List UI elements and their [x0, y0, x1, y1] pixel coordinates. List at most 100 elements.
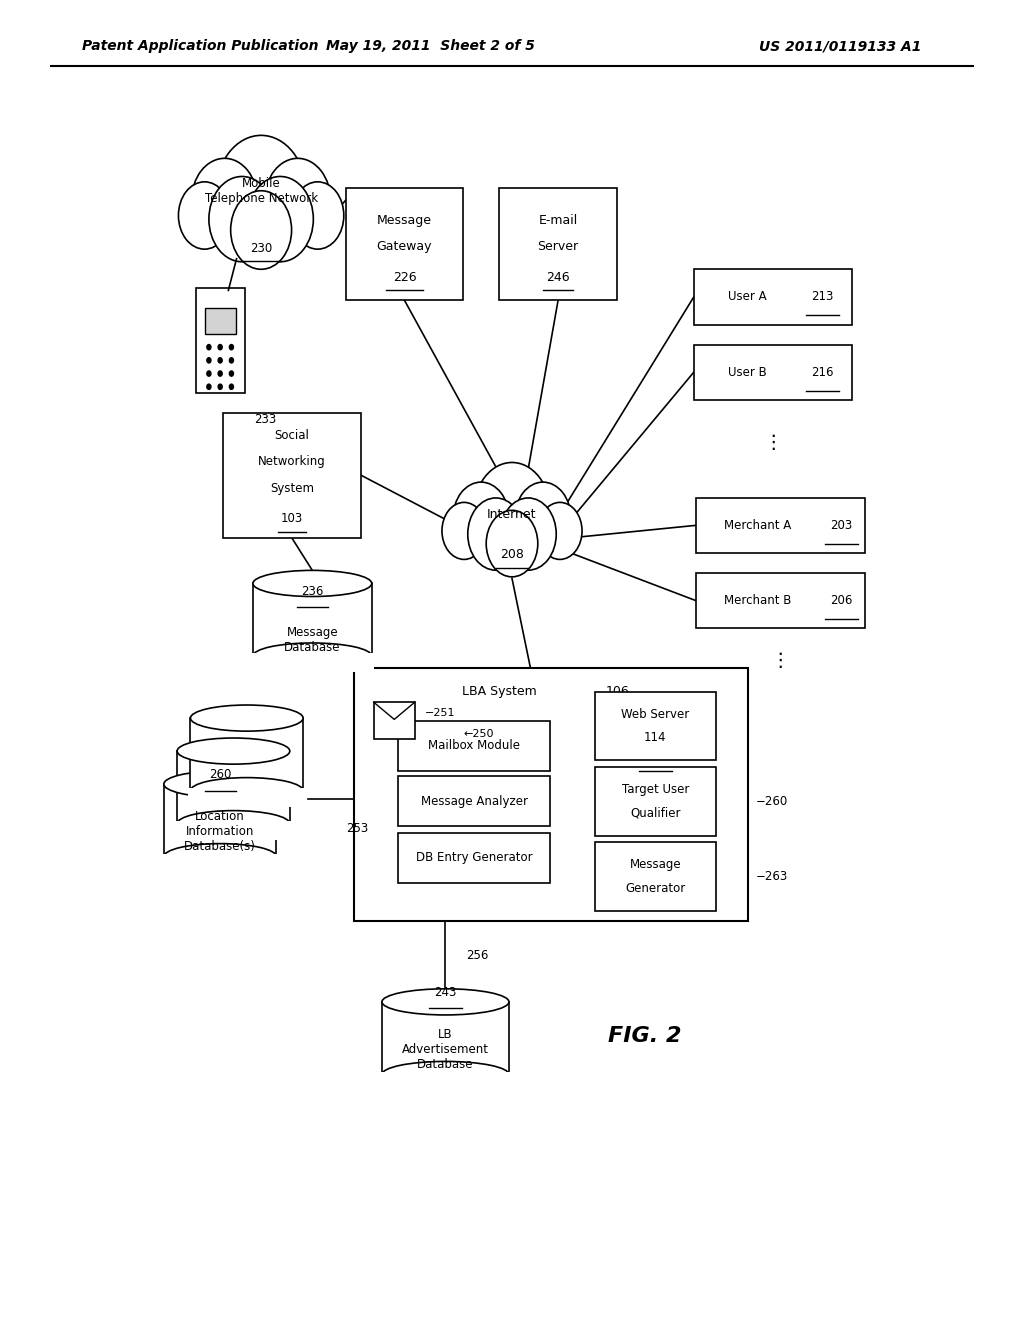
FancyBboxPatch shape: [253, 583, 372, 671]
Circle shape: [264, 158, 331, 244]
FancyBboxPatch shape: [251, 653, 374, 672]
Ellipse shape: [164, 843, 276, 870]
FancyBboxPatch shape: [196, 288, 245, 393]
FancyBboxPatch shape: [346, 189, 463, 301]
Text: 253: 253: [346, 822, 369, 836]
Text: System: System: [270, 482, 313, 495]
FancyBboxPatch shape: [190, 718, 303, 805]
Circle shape: [230, 190, 292, 269]
Circle shape: [207, 384, 211, 389]
Text: Mailbox Module: Mailbox Module: [428, 739, 520, 752]
Ellipse shape: [382, 989, 509, 1015]
Ellipse shape: [177, 810, 290, 837]
Ellipse shape: [253, 643, 372, 669]
FancyBboxPatch shape: [694, 345, 852, 400]
Ellipse shape: [164, 771, 276, 797]
Text: Merchant A: Merchant A: [724, 519, 792, 532]
Circle shape: [515, 482, 571, 554]
Circle shape: [207, 371, 211, 376]
Text: Qualifier: Qualifier: [630, 807, 681, 820]
Text: 256: 256: [466, 949, 488, 961]
Text: 206: 206: [830, 594, 853, 607]
Text: ⋮: ⋮: [763, 433, 783, 451]
FancyBboxPatch shape: [500, 189, 616, 301]
Text: 230: 230: [250, 242, 272, 255]
Circle shape: [229, 345, 233, 350]
Text: E-mail: E-mail: [539, 214, 578, 227]
Circle shape: [247, 177, 313, 261]
Text: ←250: ←250: [464, 729, 495, 739]
FancyBboxPatch shape: [374, 702, 415, 739]
Text: 114: 114: [644, 731, 667, 744]
Text: 106: 106: [605, 685, 630, 698]
Circle shape: [218, 358, 222, 363]
Circle shape: [207, 358, 211, 363]
Text: 103: 103: [281, 512, 303, 525]
Text: 243: 243: [434, 986, 457, 999]
FancyBboxPatch shape: [694, 269, 852, 325]
Text: ⋮: ⋮: [770, 651, 791, 669]
Text: Message: Message: [377, 214, 432, 227]
FancyBboxPatch shape: [380, 1072, 511, 1090]
Text: 226: 226: [392, 271, 417, 284]
FancyBboxPatch shape: [595, 842, 716, 911]
FancyBboxPatch shape: [175, 821, 292, 840]
Text: −251: −251: [425, 708, 456, 718]
Circle shape: [209, 177, 275, 261]
Circle shape: [442, 503, 486, 560]
FancyBboxPatch shape: [177, 751, 290, 838]
Circle shape: [218, 345, 222, 350]
Circle shape: [474, 462, 550, 561]
FancyBboxPatch shape: [354, 668, 748, 921]
Circle shape: [500, 498, 556, 570]
Text: Gateway: Gateway: [377, 240, 432, 253]
Text: 203: 203: [830, 519, 853, 532]
Ellipse shape: [253, 570, 372, 597]
Text: 233: 233: [254, 413, 276, 426]
Text: Social: Social: [274, 429, 309, 442]
FancyBboxPatch shape: [595, 692, 716, 760]
Text: −263: −263: [756, 870, 788, 883]
FancyBboxPatch shape: [164, 784, 276, 871]
Text: 260: 260: [209, 768, 231, 781]
Circle shape: [191, 158, 258, 244]
Text: Merchant B: Merchant B: [724, 594, 792, 607]
Ellipse shape: [177, 738, 290, 764]
FancyBboxPatch shape: [595, 767, 716, 836]
Text: 208: 208: [500, 548, 524, 561]
Text: Message
Database: Message Database: [284, 626, 341, 655]
Text: Mobile
Telephone Network: Mobile Telephone Network: [205, 177, 317, 206]
Circle shape: [216, 136, 306, 252]
Text: User B: User B: [728, 366, 767, 379]
Circle shape: [178, 182, 230, 249]
Text: Generator: Generator: [626, 882, 685, 895]
Circle shape: [468, 498, 524, 570]
Text: Networking: Networking: [258, 455, 326, 469]
FancyBboxPatch shape: [696, 498, 864, 553]
FancyBboxPatch shape: [398, 776, 550, 826]
Ellipse shape: [190, 777, 303, 804]
Text: 216: 216: [811, 366, 834, 379]
Circle shape: [229, 371, 233, 376]
Circle shape: [453, 482, 509, 554]
Text: Web Server: Web Server: [622, 708, 689, 721]
Circle shape: [207, 345, 211, 350]
Text: May 19, 2011  Sheet 2 of 5: May 19, 2011 Sheet 2 of 5: [326, 40, 535, 53]
Text: FIG. 2: FIG. 2: [608, 1026, 682, 1047]
Text: Internet: Internet: [487, 508, 537, 521]
Text: LBA System: LBA System: [463, 685, 537, 698]
Text: Location
Information
Database(s): Location Information Database(s): [184, 810, 256, 853]
Circle shape: [218, 371, 222, 376]
Circle shape: [292, 182, 344, 249]
Ellipse shape: [382, 1061, 509, 1088]
Text: Patent Application Publication: Patent Application Publication: [82, 40, 318, 53]
FancyBboxPatch shape: [162, 854, 279, 873]
Circle shape: [218, 384, 222, 389]
FancyBboxPatch shape: [382, 1002, 509, 1089]
FancyBboxPatch shape: [696, 573, 864, 628]
FancyBboxPatch shape: [398, 833, 550, 883]
Text: DB Entry Generator: DB Entry Generator: [416, 851, 532, 865]
Text: Message Analyzer: Message Analyzer: [421, 795, 527, 808]
Text: Target User: Target User: [622, 783, 689, 796]
Ellipse shape: [190, 705, 303, 731]
